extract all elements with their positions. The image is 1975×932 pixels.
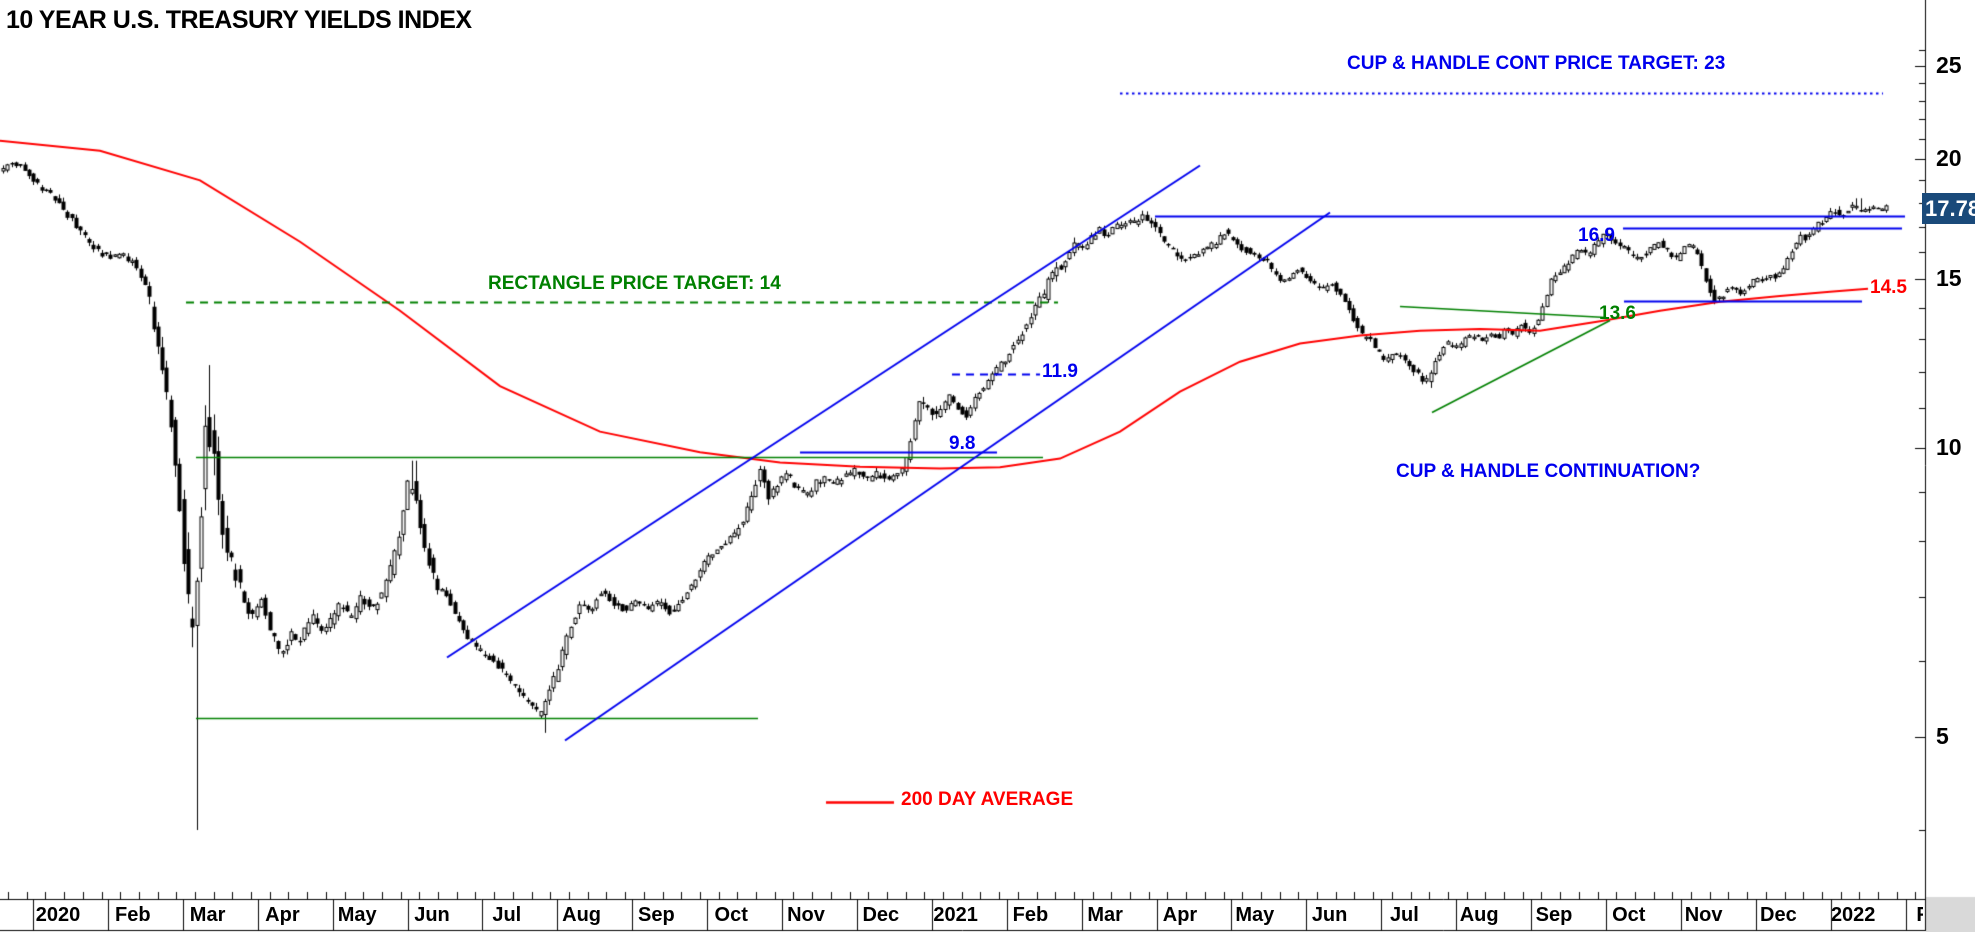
x-axis-label: May [1235, 904, 1275, 926]
cup-handle-target-label: CUP & HANDLE CONT PRICE TARGET: 23 [1347, 53, 1726, 74]
x-axis-label: 2020 [35, 904, 81, 926]
x-axis-label: May [337, 904, 377, 926]
price-level-label-11-9: 11.9 [1042, 361, 1078, 382]
y-axis-label: 25 [1936, 51, 1962, 78]
ma-legend-label: 200 DAY AVERAGE [901, 789, 1074, 810]
x-axis-label: Feb [1012, 904, 1049, 926]
x-axis-label: Fe [1916, 904, 1923, 926]
x-axis-label: Dec [1760, 904, 1797, 926]
x-axis-label: Jul [492, 904, 522, 926]
last-price-badge: 17.78 [1922, 193, 1975, 224]
cup-handle-continuation-label: CUP & HANDLE CONTINUATION? [1396, 461, 1701, 482]
x-axis-label: Aug [1459, 904, 1499, 926]
price-level-label-14-5: 14.5 [1870, 277, 1907, 298]
x-axis-label: Jun [1311, 904, 1348, 926]
price-level-label-9-8: 9.8 [949, 433, 976, 454]
x-axis-label: Oct [714, 904, 748, 926]
x-axis-label: Nov [787, 904, 825, 926]
x-axis-label: Jul [1389, 904, 1419, 926]
x-axis-label: Mar [1087, 904, 1123, 926]
x-axis-label: 2021 [933, 904, 978, 926]
y-axis-label: 5 [1936, 722, 1949, 749]
rectangle-target-label: RECTANGLE PRICE TARGET: 14 [488, 273, 781, 294]
y-axis-label: 10 [1936, 434, 1962, 460]
x-axis-label: Feb [115, 904, 151, 926]
chart-title: 10 YEAR U.S. TREASURY YIELDS INDEX [6, 6, 472, 34]
x-axis-label: Sep [1535, 904, 1573, 926]
x-axis-label: Jun [414, 904, 450, 926]
y-axis-label: 15 [1936, 264, 1962, 291]
x-axis-label: Dec [862, 904, 900, 926]
x-axis-label: Apr [1162, 904, 1198, 926]
x-axis-label: Nov [1684, 904, 1723, 926]
x-axis-label: Aug [562, 904, 602, 926]
x-axis-label: 2022 [1830, 904, 1876, 926]
x-axis-label: Apr [265, 904, 300, 926]
price-level-label-13-6: 13.6 [1599, 303, 1636, 324]
x-axis-label: Oct [1612, 904, 1646, 926]
price-level-label-16-9: 16.9 [1578, 225, 1615, 246]
y-axis-label: 20 [1936, 145, 1962, 171]
x-axis-label: Mar [189, 904, 226, 926]
x-axis: 2020 Feb Mar Apr May Jun Jul Aug Sep Oct Nov Dec 202… [0, 901, 1923, 932]
x-axis-label: Sep [638, 904, 675, 926]
